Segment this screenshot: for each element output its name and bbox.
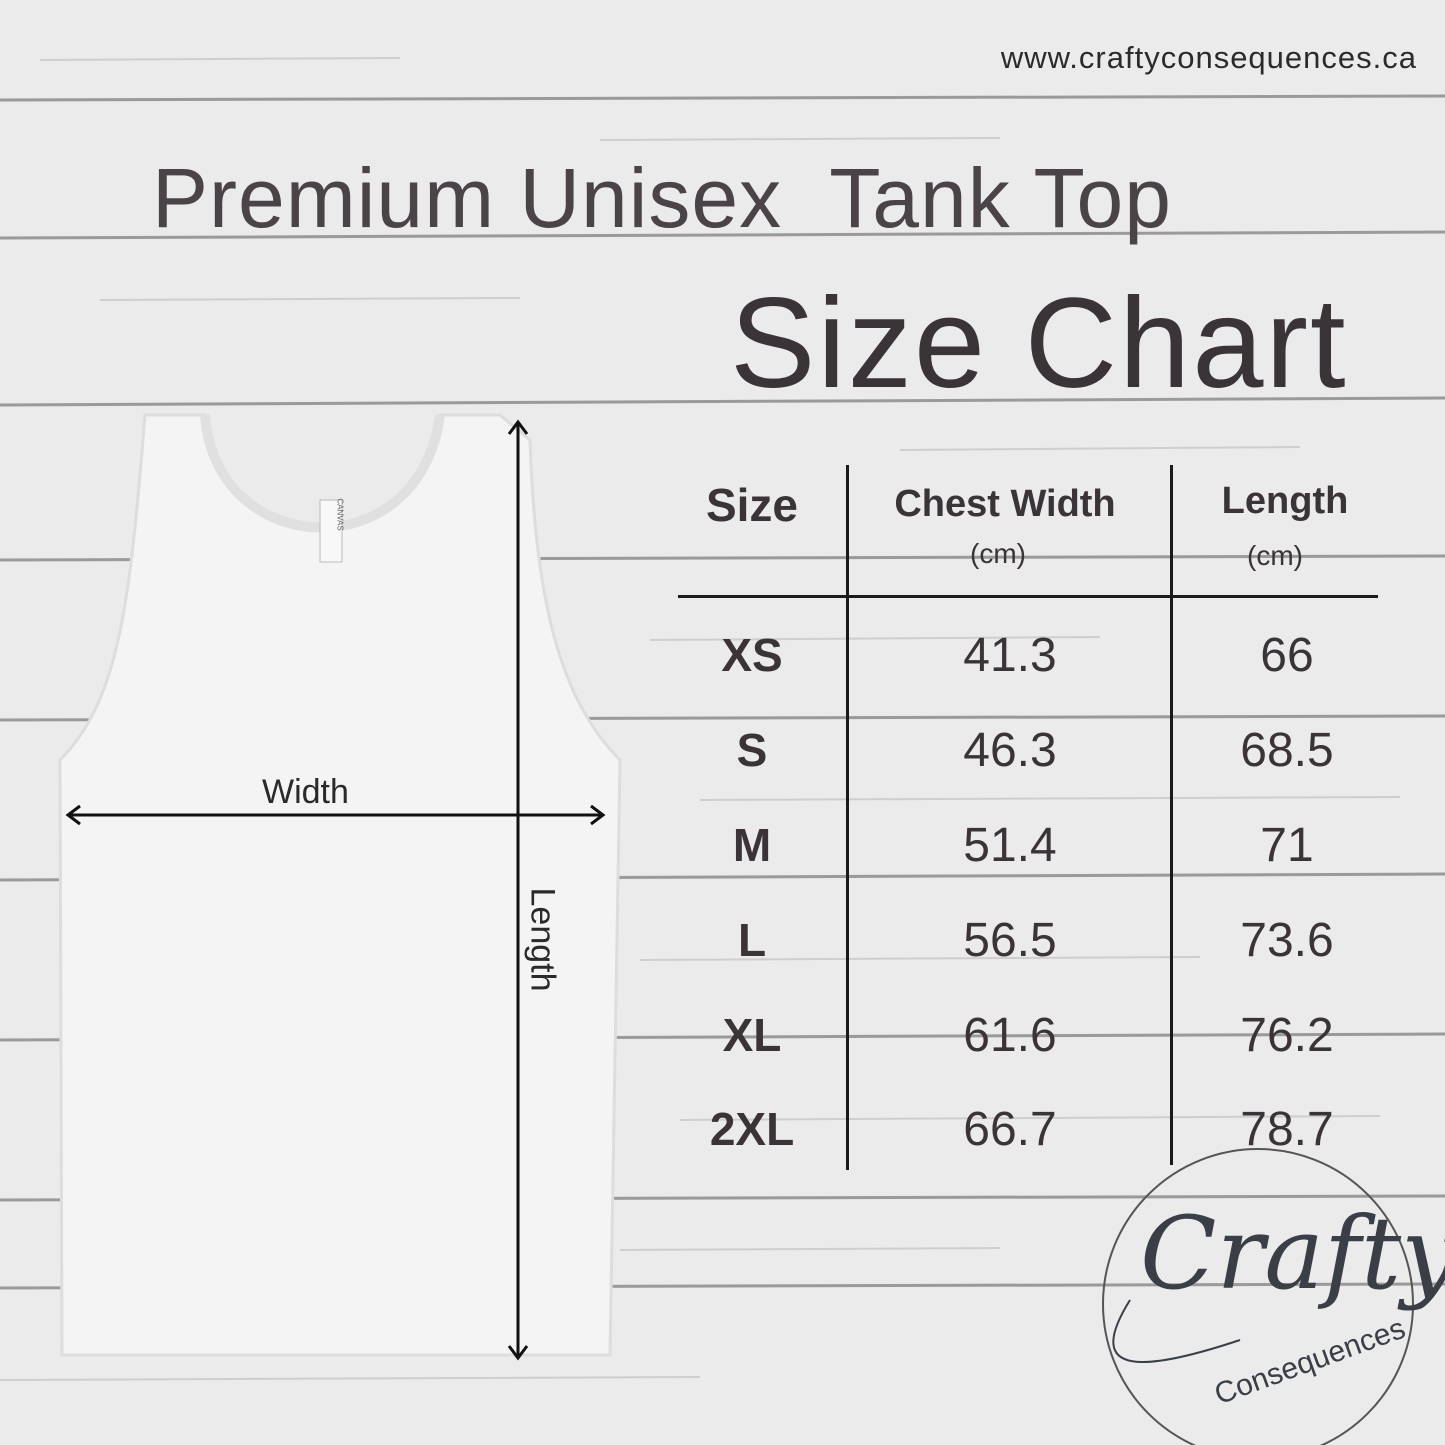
cell-size: L <box>737 914 767 966</box>
cell-length: 78.7 <box>1240 1103 1334 1156</box>
cell-size: S <box>736 724 768 776</box>
cell-chest: 56.5 <box>963 914 1057 967</box>
cell-size: XS <box>721 629 783 681</box>
logo-crafty: Crafty <box>1140 1195 1445 1312</box>
cell-length: 71 <box>1260 819 1314 872</box>
cell-length: 66 <box>1260 629 1314 682</box>
cell-length: 73.6 <box>1240 914 1334 967</box>
header-chest-unit: (cm) <box>970 538 1026 569</box>
column-divider <box>846 465 849 1170</box>
product-title: Premium Unisex Tank Top <box>152 151 1172 245</box>
cell-size: XL <box>722 1009 782 1061</box>
width-label: Width <box>262 773 349 811</box>
length-label: Length <box>523 887 562 992</box>
cell-length: 76.2 <box>1240 1009 1334 1062</box>
cell-length: 68.5 <box>1240 724 1334 777</box>
cell-chest: 66.7 <box>963 1103 1057 1156</box>
header-size: Size <box>705 479 799 531</box>
size-chart-heading: Size Chart <box>730 272 1348 415</box>
cell-chest: 46.3 <box>963 724 1057 777</box>
garment-tag: CANVAS <box>335 498 345 531</box>
header-length-unit: (cm) <box>1247 540 1303 571</box>
cell-size: M <box>732 819 772 871</box>
cell-size: 2XL <box>709 1103 795 1155</box>
cell-chest: 61.6 <box>963 1009 1057 1062</box>
header-divider <box>678 595 1378 598</box>
header-chest-width: Chest Width <box>894 483 1116 525</box>
cell-chest: 41.3 <box>963 629 1057 682</box>
column-divider <box>1170 465 1173 1165</box>
website-url[interactable]: www.craftyconsequences.ca <box>1000 40 1417 75</box>
cell-chest: 51.4 <box>963 819 1057 872</box>
header-length: Length <box>1221 480 1349 522</box>
